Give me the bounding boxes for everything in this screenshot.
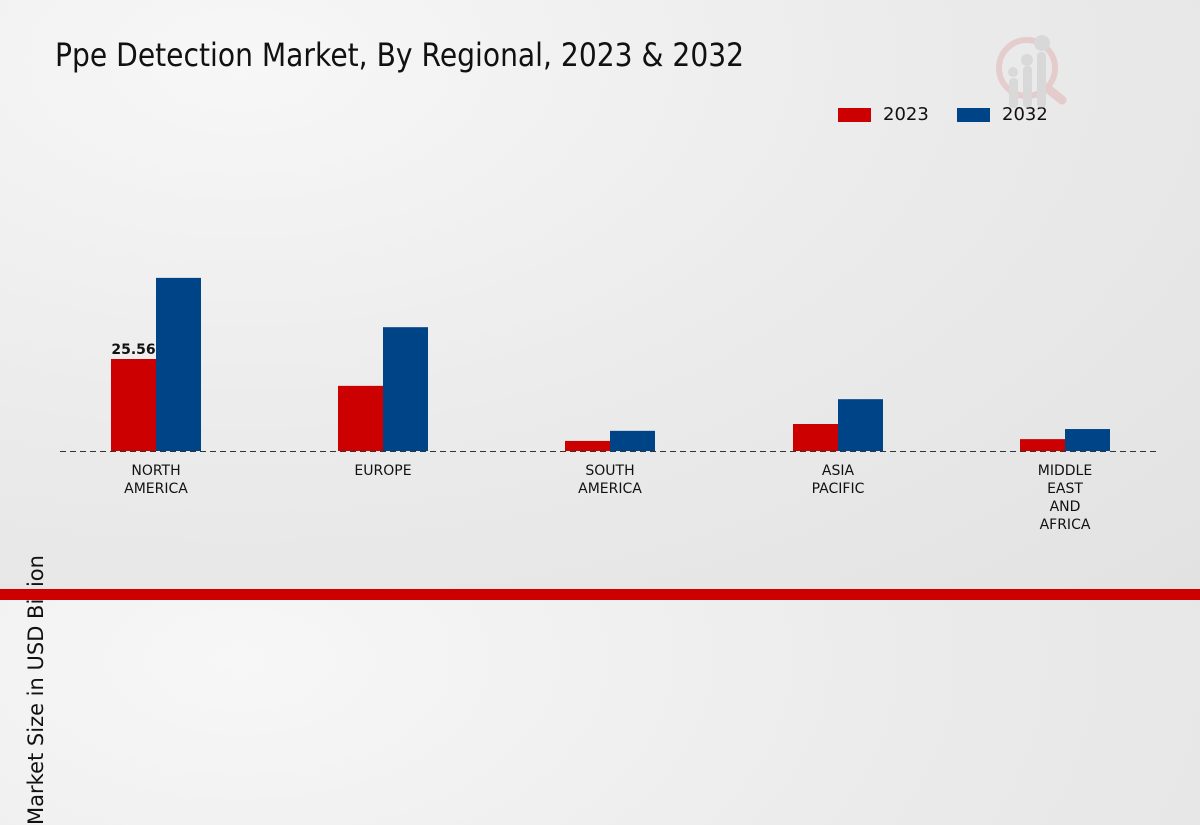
legend-label-2023: 2023 [883, 104, 929, 125]
x-tick-label: AND [1050, 499, 1081, 515]
logo-watermark [996, 35, 1067, 108]
bar-2023-2 [565, 440, 610, 451]
bar-2023-0 [111, 359, 156, 451]
bar-2032-3 [838, 399, 883, 451]
bar-2023-1 [338, 385, 383, 451]
x-tick-label: MIDDLE [1038, 463, 1092, 479]
bar-2032-0 [156, 277, 201, 451]
x-tick-label: AMERICA [124, 481, 188, 497]
x-tick-label: AFRICA [1040, 517, 1091, 533]
footer-bar [0, 589, 1200, 600]
bar-chart: 25.56 NORTH AMERICA EUROPE SOUTH AMERICA ASIA P… [60, 35, 1160, 533]
legend-swatch-2023 [838, 107, 871, 122]
bar-2032-2 [610, 430, 655, 451]
bar-2032-4 [1065, 429, 1110, 451]
x-tick-label: ASIA [822, 463, 855, 479]
x-tick-label: NORTH [131, 463, 180, 479]
x-tick-label: EUROPE [354, 463, 411, 479]
bar-2023-3 [793, 424, 838, 451]
chart-title: Ppe Detection Market, By Regional, 2023 … [55, 36, 745, 74]
bar-2023-4 [1020, 439, 1065, 451]
x-tick-label: EAST [1047, 481, 1083, 497]
legend-item-2032: 2032 [957, 104, 1048, 125]
bar-2032-1 [383, 327, 428, 451]
x-tick-label: PACIFIC [812, 481, 865, 497]
legend-label-2032: 2032 [1002, 104, 1048, 125]
legend-item-2023: 2023 [838, 104, 929, 125]
data-label: 25.56 [111, 342, 155, 358]
x-tick-label: AMERICA [578, 481, 642, 497]
x-tick-label: SOUTH [585, 463, 634, 479]
legend-swatch-2032 [957, 107, 990, 122]
